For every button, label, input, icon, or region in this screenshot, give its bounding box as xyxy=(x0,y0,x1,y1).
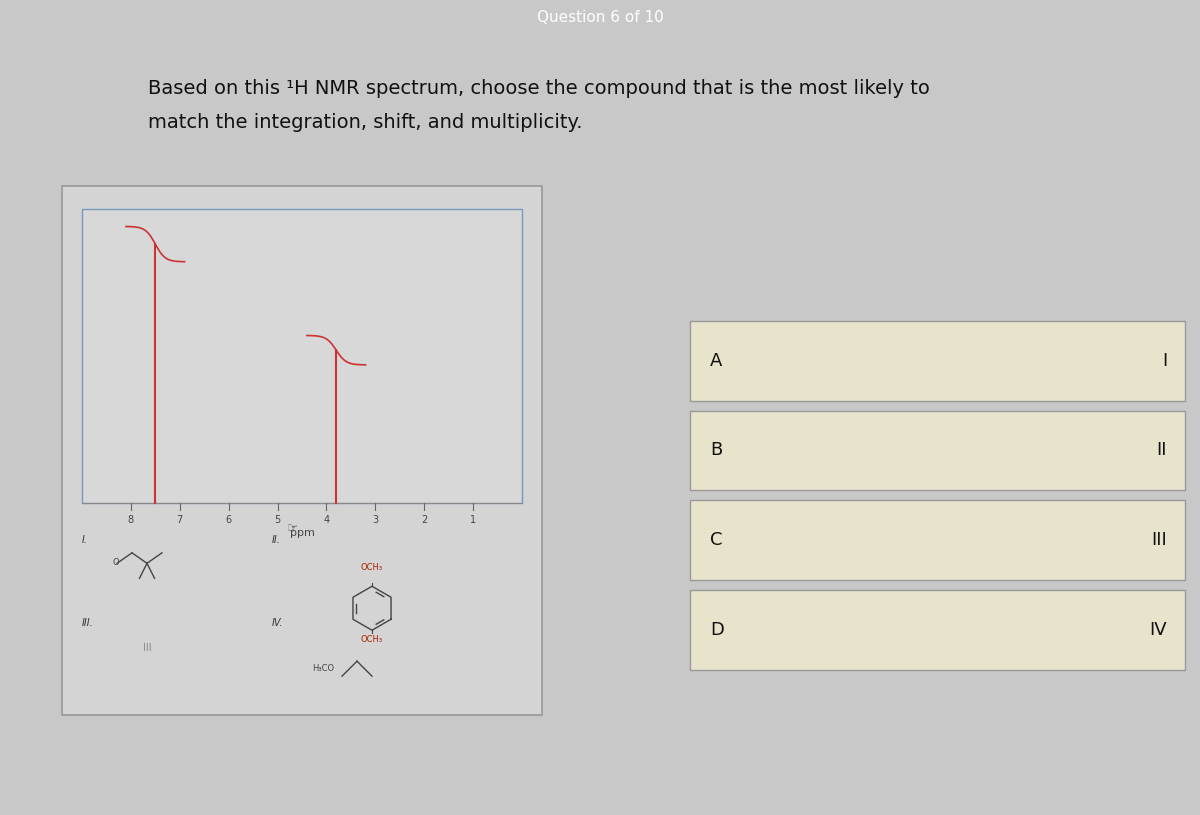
Text: OCH₃: OCH₃ xyxy=(361,563,383,572)
Text: III: III xyxy=(143,643,151,653)
Text: match the integration, shift, and multiplicity.: match the integration, shift, and multip… xyxy=(148,112,582,132)
Text: 8: 8 xyxy=(128,515,134,526)
Text: 6: 6 xyxy=(226,515,232,526)
Bar xyxy=(690,500,1186,580)
Text: 5: 5 xyxy=(275,515,281,526)
Bar xyxy=(690,320,1186,400)
Text: II.: II. xyxy=(272,535,281,545)
Text: Based on this ¹H NMR spectrum, choose the compound that is the most likely to: Based on this ¹H NMR spectrum, choose th… xyxy=(148,79,930,98)
Bar xyxy=(690,411,1186,491)
Text: H₃CO: H₃CO xyxy=(312,664,334,673)
Text: 7: 7 xyxy=(176,515,182,526)
Text: II: II xyxy=(1157,442,1166,460)
Text: IV.: IV. xyxy=(272,619,283,628)
Text: III.: III. xyxy=(82,619,94,628)
Text: B: B xyxy=(710,442,722,460)
Bar xyxy=(62,186,542,715)
Text: OCH₃: OCH₃ xyxy=(361,635,383,644)
Text: 2: 2 xyxy=(421,515,427,526)
Text: 4: 4 xyxy=(323,515,330,526)
Text: III: III xyxy=(1151,531,1166,549)
Text: C: C xyxy=(710,531,722,549)
Text: O: O xyxy=(112,558,119,567)
Text: D: D xyxy=(710,621,724,639)
Text: ☞: ☞ xyxy=(287,522,298,535)
Text: ppm: ppm xyxy=(289,528,314,539)
Text: A: A xyxy=(710,351,722,369)
Text: Question 6 of 10: Question 6 of 10 xyxy=(536,10,664,24)
Bar xyxy=(82,209,522,504)
Text: IV: IV xyxy=(1150,621,1166,639)
Text: I.: I. xyxy=(82,535,88,545)
Text: 3: 3 xyxy=(372,515,378,526)
Text: 1: 1 xyxy=(470,515,476,526)
Bar xyxy=(690,590,1186,670)
Text: I: I xyxy=(1162,351,1166,369)
